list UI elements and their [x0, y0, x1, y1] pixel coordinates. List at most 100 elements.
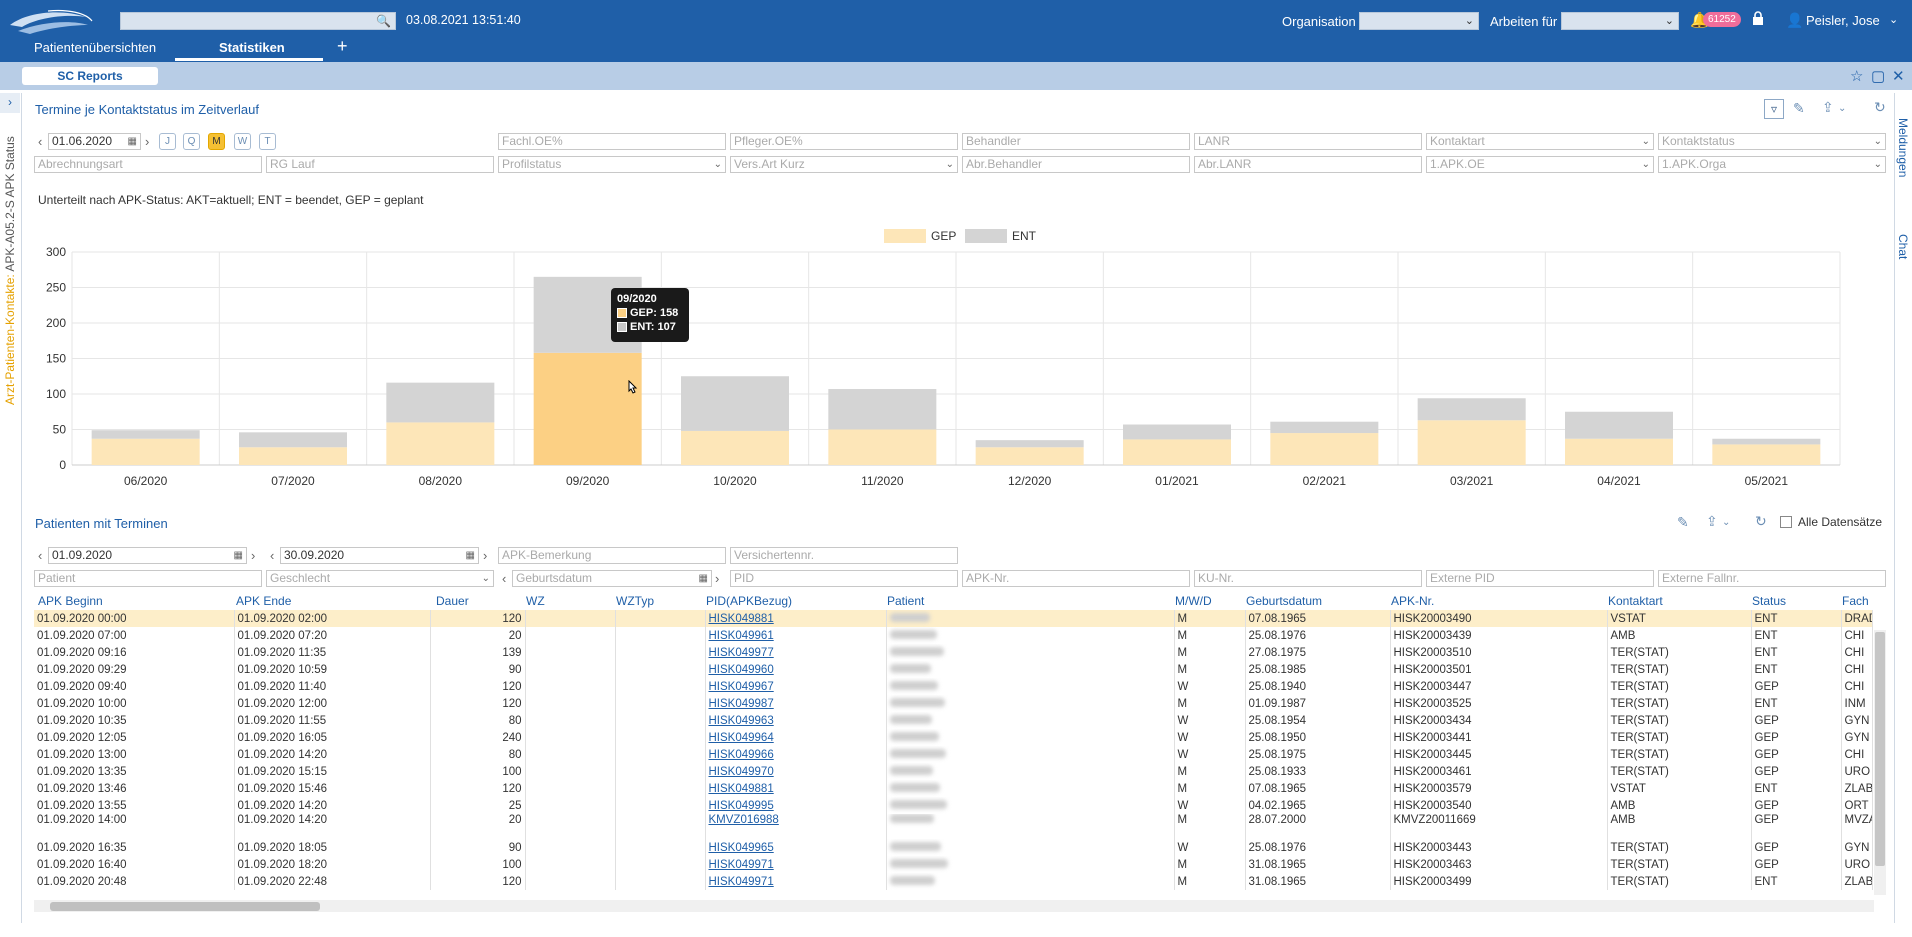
prev-from-date-icon[interactable]: ‹ — [38, 548, 43, 563]
add-tab-button[interactable]: + — [337, 36, 348, 56]
table-cell[interactable]: HISK049963 — [705, 712, 887, 729]
table-row[interactable]: 01.09.2020 09:29 01.09.2020 10:59 90 HISK04… — [34, 661, 1873, 678]
patient-field[interactable]: Patient — [34, 570, 262, 587]
meldungen-tab[interactable]: Meldungen — [1896, 118, 1910, 178]
bar-gep[interactable] — [828, 429, 937, 466]
next-birthdate-icon[interactable]: › — [715, 571, 720, 586]
bar-ent[interactable] — [386, 382, 495, 423]
notification-badge[interactable]: 61252 — [1703, 12, 1741, 27]
bar-ent[interactable] — [1270, 421, 1379, 434]
alle-datensaetze-label[interactable]: Alle Datensätze — [1798, 515, 1883, 529]
col-header-status[interactable]: Status — [1752, 594, 1787, 608]
legend-label-gep[interactable]: GEP — [931, 229, 957, 243]
star-icon[interactable]: ☆ — [1850, 68, 1864, 85]
col-header-mwd[interactable]: M/W/D — [1175, 594, 1212, 608]
table-cell[interactable]: HISK049966 — [705, 746, 887, 763]
col-header-dauer[interactable]: Dauer — [436, 594, 469, 608]
bar-ent[interactable] — [975, 440, 1084, 448]
eraser-icon[interactable]: ✎ — [1677, 514, 1689, 530]
eraser-icon[interactable]: ✎ — [1793, 100, 1805, 116]
period-week-button[interactable]: W — [234, 133, 251, 150]
search-input[interactable]: 🔍 — [120, 12, 396, 30]
tab-statistiken[interactable]: Statistiken — [219, 40, 285, 55]
close-icon[interactable]: ✕ — [1892, 68, 1905, 85]
calendar-icon[interactable]: ▦ — [127, 136, 137, 147]
legend-label-ent[interactable]: ENT — [1012, 229, 1036, 243]
apk-bemerkung-field[interactable]: APK-Bemerkung — [498, 547, 726, 564]
next-date-icon[interactable]: › — [145, 134, 150, 149]
col-header-kontaktart[interactable]: Kontaktart — [1608, 594, 1663, 608]
table-row[interactable]: 01.09.2020 13:55 01.09.2020 14:20 25 HISK04… — [34, 797, 1873, 814]
abrechnungsart-field[interactable]: Abrechnungsart — [34, 156, 262, 173]
refresh-icon[interactable]: ↻ — [1874, 99, 1886, 115]
table-cell[interactable]: HISK049964 — [705, 729, 887, 746]
search-icon[interactable]: 🔍 — [376, 14, 391, 28]
profilstatus-select[interactable]: Profilstatus ⌄ — [498, 156, 726, 173]
bar-gep[interactable] — [975, 447, 1084, 465]
bar-gep[interactable] — [386, 422, 495, 465]
kontaktstatus-select[interactable]: Kontaktstatus ⌄ — [1658, 133, 1886, 150]
table-row[interactable]: 01.09.2020 00:00 01.09.2020 02:00 120 HISK0… — [34, 610, 1873, 627]
rg-lauf-field[interactable]: RG Lauf — [266, 156, 494, 173]
bar-ent[interactable] — [1565, 411, 1673, 439]
pfleger-oe-field[interactable]: Pfleger.OE% — [730, 133, 958, 150]
export-chevron-icon[interactable]: ⌄ — [1838, 103, 1847, 114]
table-cell[interactable]: HISK049970 — [705, 763, 887, 780]
behandler-field[interactable]: Behandler — [962, 133, 1190, 150]
col-header-patient[interactable]: Patient — [887, 594, 925, 608]
period-month-button[interactable]: M — [208, 133, 225, 150]
bar-gep[interactable] — [91, 438, 200, 465]
lock-icon[interactable] — [1752, 11, 1764, 25]
externe-pid-field[interactable]: Externe PID — [1426, 570, 1654, 587]
table-row[interactable]: 01.09.2020 10:35 01.09.2020 11:55 80 HISK04… — [34, 712, 1873, 729]
apk-nr-field[interactable]: APK-Nr. — [962, 570, 1190, 587]
ku-nr-field[interactable]: KU-Nr. — [1194, 570, 1422, 587]
abr-lanr-field[interactable]: Abr.LANR — [1194, 156, 1422, 173]
geburtsdatum-field[interactable]: Geburtsdatum ▦ — [512, 570, 712, 587]
table-row[interactable]: 01.09.2020 09:16 01.09.2020 11:35 139 HISK0… — [34, 644, 1873, 661]
table-row[interactable]: 01.09.2020 13:00 01.09.2020 14:20 80 HISK04… — [34, 746, 1873, 763]
calendar-icon[interactable]: ▦ — [233, 550, 243, 561]
chat-tab[interactable]: Chat — [1896, 234, 1910, 260]
period-quarter-button[interactable]: Q — [183, 133, 200, 150]
table-cell[interactable]: HISK049995 — [705, 797, 887, 814]
table-row[interactable]: 01.09.2020 07:00 01.09.2020 07:20 20 HISK04… — [34, 627, 1873, 644]
bar-gep[interactable] — [1270, 433, 1379, 465]
table-row[interactable]: 01.09.2020 16:35 01.09.2020 18:05 90 HISK04… — [34, 839, 1873, 856]
table-row[interactable]: 01.09.2020 16:40 01.09.2020 18:20 100 HISK0… — [34, 856, 1873, 873]
table-horizontal-scroll-thumb[interactable] — [50, 902, 320, 911]
bar-gep[interactable] — [1712, 444, 1821, 465]
date-from-field[interactable]: 01.09.2020 ▦ — [48, 547, 247, 564]
table-row[interactable]: 01.09.2020 09:40 01.09.2020 11:40 120 HISK0… — [34, 678, 1873, 695]
bar-gep[interactable] — [681, 430, 789, 465]
next-from-date-icon[interactable]: › — [251, 548, 256, 563]
table-cell[interactable]: HISK049960 — [705, 661, 887, 678]
geschlecht-select[interactable]: Geschlecht ⌄ — [266, 570, 494, 587]
alle-datensaetze-checkbox[interactable] — [1780, 516, 1792, 528]
table-cell[interactable]: HISK049971 — [705, 856, 887, 873]
col-header-apk-nr[interactable]: APK-Nr. — [1391, 594, 1435, 608]
app-logo[interactable] — [8, 7, 108, 37]
kontaktart-select[interactable]: Kontaktart ⌄ — [1426, 133, 1654, 150]
col-header-wz[interactable]: WZ — [526, 594, 545, 608]
export-icon[interactable]: ⇪ — [1822, 99, 1834, 115]
organisation-select[interactable]: ⌄ — [1359, 12, 1479, 30]
table-cell[interactable]: HISK049881 — [705, 610, 887, 627]
table-cell[interactable]: HISK049977 — [705, 644, 887, 661]
col-header-wztyp[interactable]: WZTyp — [616, 594, 654, 608]
next-to-date-icon[interactable]: › — [483, 548, 488, 563]
start-date-field[interactable]: 01.06.2020 ▦ — [48, 133, 141, 150]
date-to-field[interactable]: 30.09.2020 ▦ — [280, 547, 479, 564]
table-cell[interactable]: HISK049881 — [705, 780, 887, 797]
bar-gep[interactable] — [239, 447, 347, 465]
table-row[interactable]: 01.09.2020 14:00 01.09.2020 14:20 20 KMVZ01… — [34, 814, 1873, 839]
vers-art-kurz-select[interactable]: Vers.Art Kurz ⌄ — [730, 156, 958, 173]
table-horizontal-scrollbar[interactable] — [34, 900, 1874, 912]
table-row[interactable]: 01.09.2020 20:48 01.09.2020 22:48 120 HISK0… — [34, 873, 1873, 890]
col-header-apk-ende[interactable]: APK Ende — [236, 594, 292, 608]
user-icon[interactable]: 👤 — [1786, 12, 1804, 28]
chevron-down-icon[interactable]: ⌄ — [1889, 14, 1899, 26]
calendar-icon[interactable]: ▦ — [465, 550, 475, 561]
abr-behandler-field[interactable]: Abr.Behandler — [962, 156, 1190, 173]
bar-ent[interactable] — [91, 430, 200, 439]
